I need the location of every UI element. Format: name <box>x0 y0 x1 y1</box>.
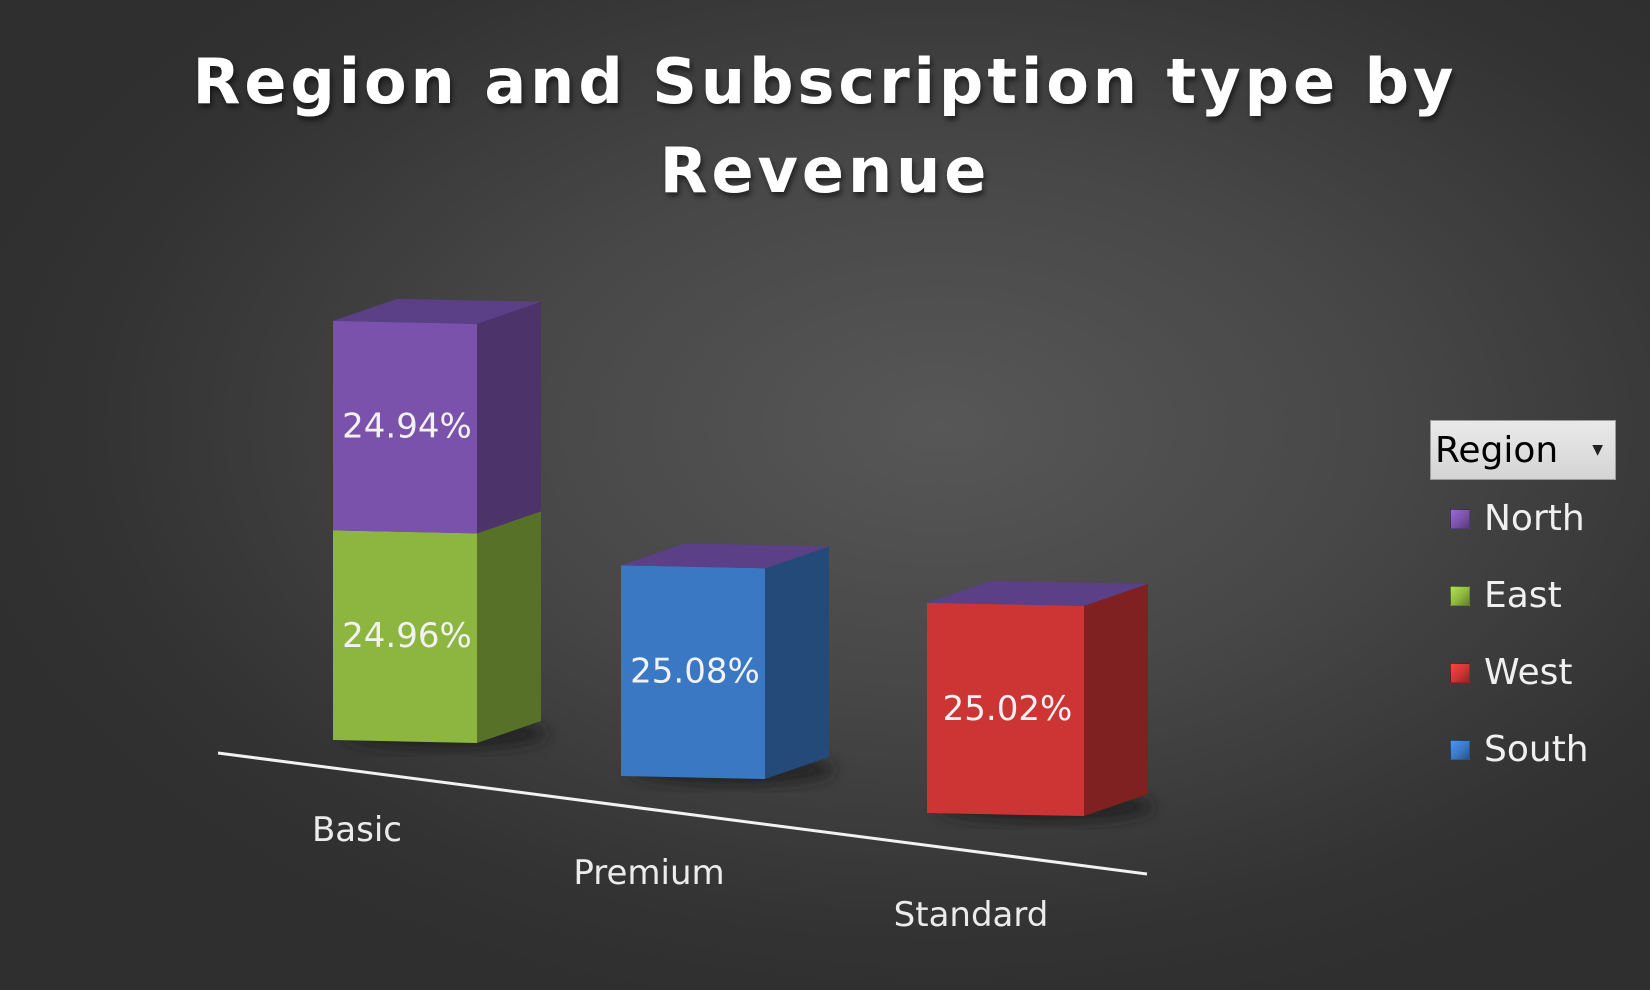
category-label-standard: Standard <box>894 895 1049 935</box>
bar-standard-west-side <box>1084 583 1148 816</box>
legend-label-north: North <box>1484 498 1585 539</box>
legend-swatch-north <box>1450 508 1470 529</box>
category-label-basic: Basic <box>312 810 402 850</box>
data-label-premium-south: 25.08% <box>630 652 760 692</box>
data-label-basic-north: 24.94% <box>342 407 472 447</box>
chart-title-line-1: Region and Subscription type by <box>193 45 1458 118</box>
category-label-premium: Premium <box>573 853 724 893</box>
legend-item-south: South <box>1450 711 1620 788</box>
bar-standard-west-front <box>927 602 1084 816</box>
legend-label-west: West <box>1484 652 1573 693</box>
legend-item-north: North <box>1450 480 1620 557</box>
data-label-standard-west: 25.02% <box>943 689 1073 729</box>
bar-basic-north-front <box>333 320 477 534</box>
bar-basic-top <box>333 298 541 324</box>
legend-title: Region <box>1435 429 1559 471</box>
chart-title-line-2: Revenue <box>660 134 991 207</box>
legend-item-west: West <box>1450 634 1620 711</box>
legend-swatch-west <box>1450 662 1470 683</box>
data-label-basic-east: 24.96% <box>342 616 472 656</box>
x-axis-line <box>217 751 1148 876</box>
bar-standard-top <box>927 580 1148 606</box>
bar-premium-south-side <box>765 546 829 779</box>
bar-basic-north-side <box>477 301 541 534</box>
bar-premium-south-front <box>621 565 765 779</box>
bar-basic-east-side <box>477 511 541 743</box>
legend-item-east: East <box>1450 557 1620 634</box>
dropdown-arrow-icon: ▼ <box>1592 442 1603 458</box>
bar-basic-east-front <box>333 530 477 743</box>
bar-premium-top <box>621 543 829 569</box>
legend-swatch-east <box>1450 585 1470 606</box>
legend-swatch-south <box>1450 739 1470 760</box>
bars-group: 24.96% 24.94% 25.08% 25.02% <box>333 298 1154 823</box>
chart-title: Region and Subscription type by Revenue <box>193 45 1458 207</box>
region-filter-button[interactable]: Region ▼ <box>1430 420 1616 480</box>
legend-label-east: East <box>1484 575 1562 616</box>
legend-label-south: South <box>1484 729 1589 770</box>
legend: Region ▼ North East West South <box>1430 420 1620 788</box>
category-labels: Basic Premium Standard <box>312 810 1048 935</box>
